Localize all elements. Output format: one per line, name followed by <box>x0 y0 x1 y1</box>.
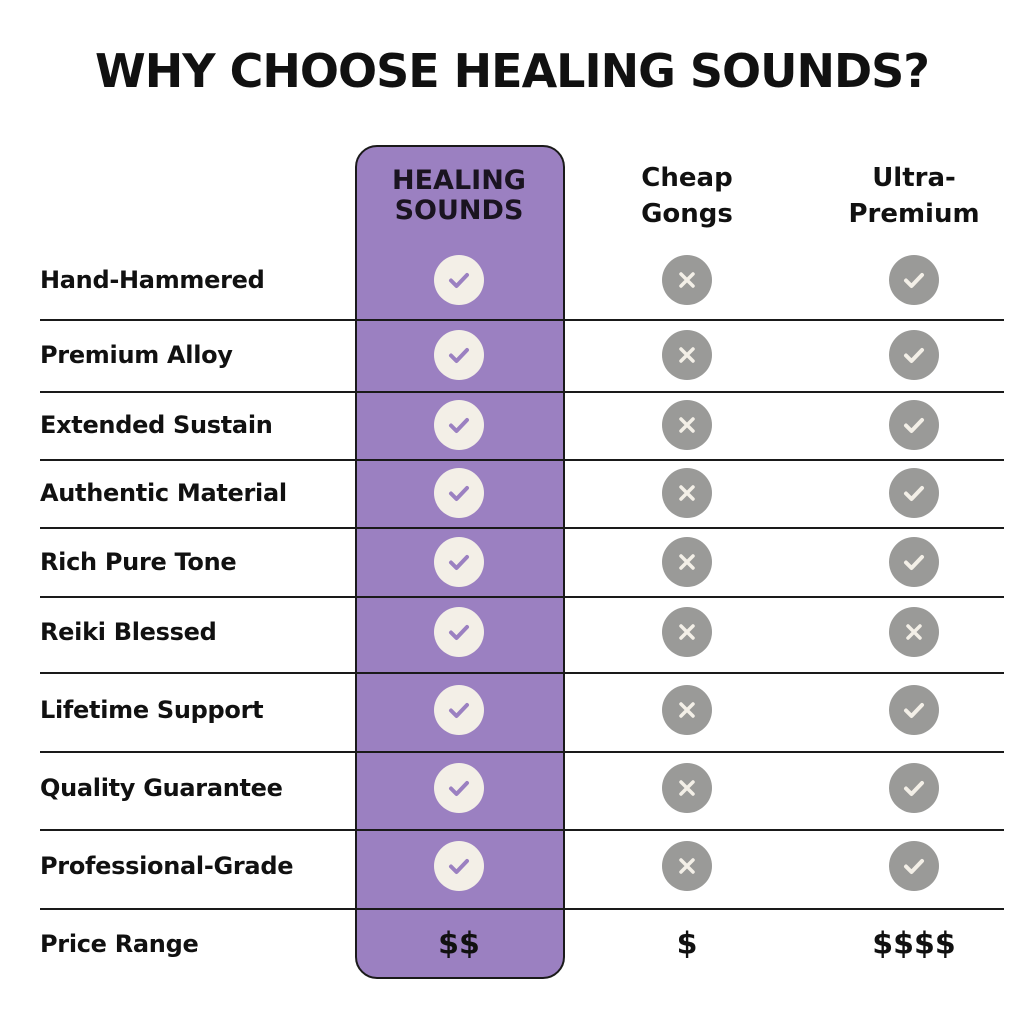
check-icon <box>434 537 484 587</box>
check-icon <box>434 330 484 380</box>
check-icon <box>889 255 939 305</box>
x-icon <box>662 763 712 813</box>
x-icon <box>662 537 712 587</box>
check-icon <box>434 607 484 657</box>
row-divider <box>40 527 1004 529</box>
check-icon <box>434 763 484 813</box>
check-icon <box>434 841 484 891</box>
x-icon <box>662 330 712 380</box>
x-icon <box>662 468 712 518</box>
row-divider <box>40 908 1004 910</box>
feature-label: Price Range <box>40 930 199 958</box>
column-header: Ultra-Premium <box>848 163 980 229</box>
check-icon <box>889 685 939 735</box>
check-icon <box>889 763 939 813</box>
feature-label: Quality Guarantee <box>40 774 283 802</box>
check-icon <box>434 468 484 518</box>
check-icon <box>434 685 484 735</box>
price-value: $$$$ <box>872 926 956 962</box>
check-icon <box>434 400 484 450</box>
page-title: WHY CHOOSE HEALING SOUNDS? <box>95 44 930 98</box>
x-icon <box>662 841 712 891</box>
feature-label: Professional-Grade <box>40 852 294 880</box>
row-divider <box>40 459 1004 461</box>
row-divider <box>40 672 1004 674</box>
feature-label: Authentic Material <box>40 479 287 507</box>
column-header: HEALING SOUNDS <box>392 165 526 226</box>
row-divider <box>40 829 1004 831</box>
feature-label: Reiki Blessed <box>40 618 217 646</box>
check-icon <box>889 468 939 518</box>
check-icon <box>889 330 939 380</box>
feature-label: Hand-Hammered <box>40 266 265 294</box>
row-divider <box>40 319 1004 321</box>
row-divider <box>40 596 1004 598</box>
feature-label: Lifetime Support <box>40 696 264 724</box>
x-icon <box>662 255 712 305</box>
check-icon <box>889 537 939 587</box>
check-icon <box>889 400 939 450</box>
x-icon <box>662 400 712 450</box>
row-divider <box>40 391 1004 393</box>
column-header: Cheap Gongs <box>641 163 733 229</box>
x-icon <box>662 685 712 735</box>
check-icon <box>889 841 939 891</box>
feature-label: Extended Sustain <box>40 411 273 439</box>
x-icon <box>889 607 939 657</box>
x-icon <box>662 607 712 657</box>
check-icon <box>434 255 484 305</box>
row-divider <box>40 751 1004 753</box>
price-value: $$ <box>438 926 480 962</box>
feature-label: Premium Alloy <box>40 341 233 369</box>
price-value: $ <box>676 926 698 962</box>
feature-label: Rich Pure Tone <box>40 548 237 576</box>
